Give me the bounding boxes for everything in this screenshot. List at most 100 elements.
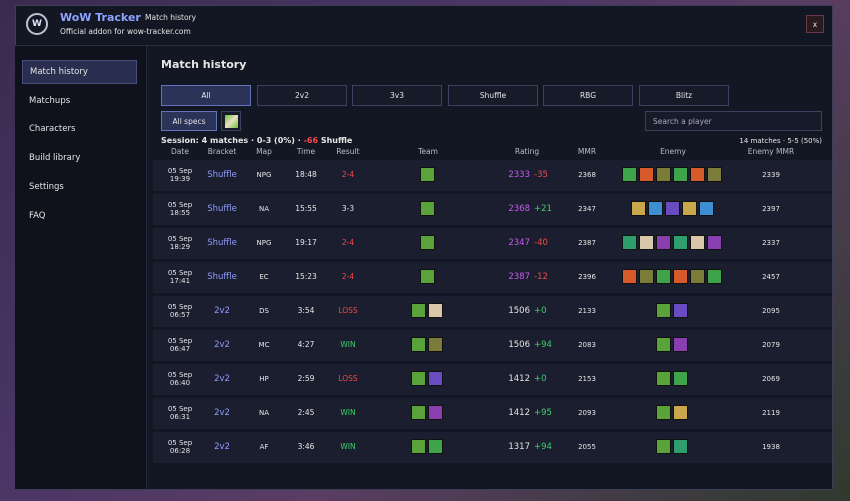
spec-icon [428, 337, 443, 352]
spec-icon [411, 303, 426, 318]
match-row[interactable] [153, 398, 832, 429]
match-row[interactable] [153, 194, 832, 225]
bracket-tab[interactable]: Shuffle [448, 85, 538, 106]
spec-icon [656, 235, 671, 250]
enemy-mmr: 2397 [762, 205, 780, 213]
spec-icon [656, 269, 671, 284]
nav-item[interactable]: Match history [22, 60, 137, 84]
spec-icon [698, 201, 714, 216]
bracket-tab[interactable]: Blitz [639, 85, 729, 106]
column-header: MMR [577, 147, 597, 156]
bracket: Shuffle [207, 170, 237, 180]
spec-icon [622, 167, 637, 182]
match-row[interactable] [153, 432, 832, 463]
duration: 19:17 [295, 238, 317, 247]
map: AF [259, 443, 269, 451]
result: LOSS [338, 374, 358, 383]
column-header: Team [418, 147, 438, 156]
rating-change: -12 [534, 272, 548, 282]
column-header: Map [256, 147, 272, 156]
result: WIN [340, 408, 356, 417]
bracket-tab[interactable]: 2v2 [257, 85, 347, 106]
spec-icon [639, 167, 654, 182]
title-bar [15, 5, 833, 46]
bracket-tab[interactable]: 3v3 [352, 85, 442, 106]
spec-icon [411, 371, 426, 386]
match-row[interactable] [153, 364, 832, 395]
search-input[interactable]: Search a player [645, 111, 822, 131]
match-clock: 18:29 [169, 243, 191, 251]
duration: 3:46 [297, 442, 315, 451]
rating: 1506 [508, 340, 530, 350]
separator: · [782, 137, 786, 145]
bracket-tab[interactable]: RBG [543, 85, 633, 106]
spec-icon [673, 235, 688, 250]
match-date: 05 Sep [167, 269, 193, 277]
mmr: 2347 [578, 205, 596, 213]
match-clock: 18:55 [169, 209, 191, 217]
rating-change: +95 [534, 408, 552, 418]
separator: · [297, 136, 301, 145]
overall-record: 5-5 (50%) [787, 137, 822, 145]
match-date: 05 Sep [167, 201, 193, 209]
close-button[interactable]: x [806, 15, 824, 33]
rating-change: +94 [534, 442, 552, 452]
match-row[interactable] [153, 296, 832, 327]
mmr: 2093 [578, 409, 596, 417]
spec-icon [630, 201, 646, 216]
match-clock: 19:39 [169, 175, 191, 183]
spec-icon [428, 303, 443, 318]
session-summary: Session: 4 matches · 0-3 (0%) · -66 Shuf… [161, 136, 352, 145]
mmr: 2396 [578, 273, 596, 281]
bracket-tab[interactable]: All [161, 85, 251, 106]
bracket: 2v2 [214, 306, 230, 316]
bracket: 2v2 [214, 442, 230, 452]
nav-item[interactable]: Build library [29, 153, 81, 164]
spec-icon [673, 269, 688, 284]
spec-icon [707, 235, 722, 250]
spec-icon [690, 167, 705, 182]
rating-change: +0 [534, 374, 547, 384]
nav-item[interactable]: Characters [29, 124, 76, 135]
session-record: 0-3 (0%) [256, 136, 295, 145]
result: 2-4 [341, 238, 355, 247]
map: EC [259, 273, 269, 281]
match-date: 05 Sep [167, 439, 193, 447]
spec-filter[interactable]: All specs [161, 111, 217, 131]
bracket: 2v2 [214, 340, 230, 350]
tagline: Official addon for wow-tracker.com [60, 27, 191, 36]
result: 2-4 [341, 170, 355, 179]
spec-icon [656, 371, 671, 386]
match-date: 05 Sep [167, 337, 193, 345]
spec-icon[interactable] [221, 111, 241, 131]
spec-icon [673, 371, 688, 386]
spec-icon [419, 201, 435, 216]
spec-icon [681, 201, 697, 216]
spec-icon [656, 405, 671, 420]
duration: 18:48 [295, 170, 317, 179]
match-clock: 06:57 [169, 311, 191, 319]
duration: 2:45 [297, 408, 315, 417]
overall-summary: 14 matches · 5-5 (50%) [739, 137, 822, 145]
spec-icon [411, 337, 426, 352]
match-row[interactable] [153, 330, 832, 361]
map: NPG [256, 171, 272, 179]
column-header: Result [336, 147, 360, 156]
rating: 2333 [508, 170, 530, 180]
duration: 15:23 [295, 272, 317, 281]
bracket: Shuffle [207, 204, 237, 214]
spec-icon [673, 337, 688, 352]
duration: 4:27 [297, 340, 315, 349]
enemy-mmr: 2095 [762, 307, 780, 315]
page-title: Match history [161, 58, 247, 71]
mmr: 2133 [578, 307, 596, 315]
nav-item[interactable]: Matchups [29, 95, 71, 106]
map: NA [258, 205, 270, 213]
separator: · [250, 136, 255, 145]
mmr: 2368 [578, 171, 596, 179]
nav-item[interactable]: Settings [29, 181, 64, 192]
nav-item[interactable]: FAQ [29, 210, 46, 221]
rating: 2347 [508, 238, 530, 248]
enemy-mmr: 2119 [762, 409, 780, 417]
spec-icon [673, 405, 688, 420]
